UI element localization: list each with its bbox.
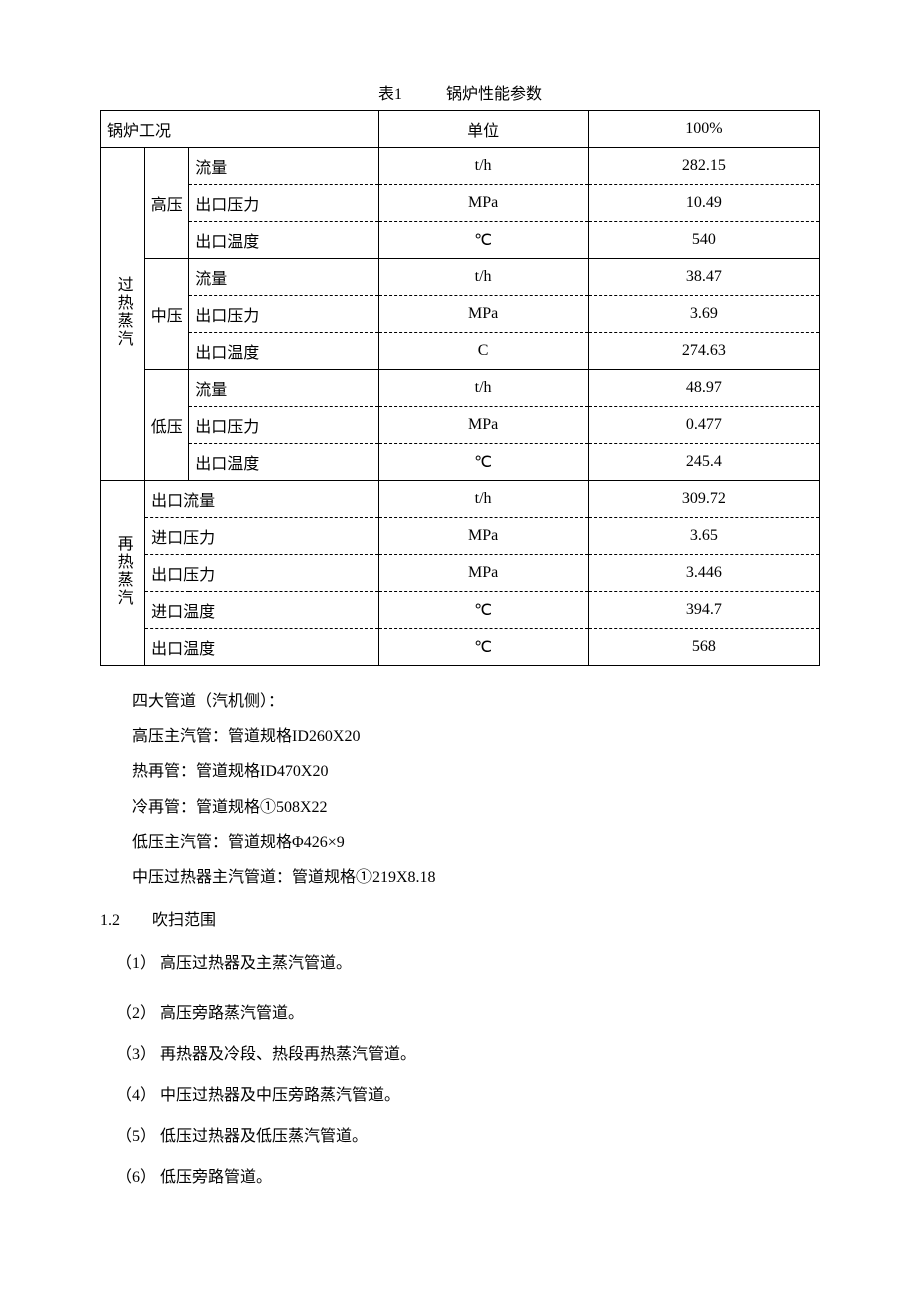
value-cell: 245.4 [588, 444, 819, 481]
param-cell: 出口压力 [189, 296, 378, 333]
param-cell: 流量 [189, 259, 378, 296]
caption-title: 锅炉性能参数 [446, 80, 542, 104]
table-row: 出口温度 ℃ 568 [101, 629, 820, 666]
table-row: 出口温度 ℃ 540 [101, 222, 820, 259]
group-label: 过热蒸汽 [111, 276, 135, 348]
subgroup-label: 中压 [151, 308, 183, 325]
value-cell: 309.72 [588, 481, 819, 518]
table-row: 过热蒸汽 高压 流量 t/h 282.15 [101, 148, 820, 185]
param-cell: 出口压力 [189, 407, 378, 444]
value-cell: 3.69 [588, 296, 819, 333]
list-item: （5） 低压过热器及低压蒸汽管道。 [100, 1119, 820, 1154]
group-label: 再热蒸汽 [111, 535, 135, 607]
table-row: 进口温度 ℃ 394.7 [101, 592, 820, 629]
unit-cell: ℃ [378, 592, 588, 629]
pipe-line: 低压主汽管：管道规格Φ426×9 [100, 825, 820, 860]
unit-cell: t/h [378, 481, 588, 518]
value-cell: 10.49 [588, 185, 819, 222]
unit-cell: MPa [378, 518, 588, 555]
unit-cell: t/h [378, 370, 588, 407]
list-item: （4） 中压过热器及中压旁路蒸汽管道。 [100, 1078, 820, 1113]
table-row: 出口压力 MPa 3.69 [101, 296, 820, 333]
value-cell: 540 [588, 222, 819, 259]
unit-cell: ℃ [378, 444, 588, 481]
subgroup-cell: 低压 [145, 370, 189, 481]
param-cell: 流量 [189, 148, 378, 185]
unit-cell: MPa [378, 555, 588, 592]
table-row: 进口压力 MPa 3.65 [101, 518, 820, 555]
group-cell: 再热蒸汽 [101, 481, 145, 666]
value-cell: 0.477 [588, 407, 819, 444]
value-cell: 568 [588, 629, 819, 666]
caption-label: 表1 [378, 80, 402, 104]
value-cell: 3.446 [588, 555, 819, 592]
table-row: 出口温度 ℃ 245.4 [101, 444, 820, 481]
unit-cell: MPa [378, 296, 588, 333]
pipe-line: 高压主汽管：管道规格ID260X20 [100, 719, 820, 754]
value-cell: 48.97 [588, 370, 819, 407]
list-item: （2） 高压旁路蒸汽管道。 [100, 996, 820, 1031]
param-cell: 出口温度 [189, 444, 378, 481]
unit-cell: MPa [378, 185, 588, 222]
section-title: 吹扫范围 [152, 912, 216, 929]
subgroup-label: 低压 [151, 419, 183, 436]
param-cell: 出口压力 [145, 555, 378, 592]
value-cell: 274.63 [588, 333, 819, 370]
value-cell: 394.7 [588, 592, 819, 629]
table-caption: 表1 锅炉性能参数 [100, 80, 820, 104]
subgroup-label: 高压 [151, 197, 183, 214]
param-cell: 出口流量 [145, 481, 378, 518]
table-row: 再热蒸汽 出口流量 t/h 309.72 [101, 481, 820, 518]
param-cell: 出口压力 [189, 185, 378, 222]
unit-cell: ℃ [378, 222, 588, 259]
header-condition: 锅炉工况 [101, 111, 379, 148]
table-row: 低压 流量 t/h 48.97 [101, 370, 820, 407]
pipe-line: 热再管：管道规格ID470X20 [100, 754, 820, 789]
boiler-params-table: 锅炉工况 单位 100% 过热蒸汽 高压 流量 t/h 282.15 出口压力 … [100, 110, 820, 666]
section-heading: 1.2 吹扫范围 [100, 903, 820, 938]
unit-cell: MPa [378, 407, 588, 444]
table-row: 出口压力 MPa 0.477 [101, 407, 820, 444]
param-cell: 进口压力 [145, 518, 378, 555]
subgroup-cell: 中压 [145, 259, 189, 370]
unit-cell: t/h [378, 148, 588, 185]
section-number: 1.2 [100, 903, 148, 938]
subgroup-cell: 高压 [145, 148, 189, 259]
param-cell: 进口温度 [145, 592, 378, 629]
param-cell: 出口温度 [189, 222, 378, 259]
pipe-line: 中压过热器主汽管道：管道规格①219X8.18 [100, 860, 820, 895]
pipes-intro: 四大管道（汽机侧）： [100, 684, 820, 719]
value-cell: 38.47 [588, 259, 819, 296]
body-text: 四大管道（汽机侧）： 高压主汽管：管道规格ID260X20 热再管：管道规格ID… [100, 684, 820, 1195]
header-percent: 100% [588, 111, 819, 148]
param-cell: 流量 [189, 370, 378, 407]
table-row: 出口温度 C 274.63 [101, 333, 820, 370]
unit-cell: ℃ [378, 629, 588, 666]
table-row: 中压 流量 t/h 38.47 [101, 259, 820, 296]
table-row: 出口压力 MPa 10.49 [101, 185, 820, 222]
unit-cell: t/h [378, 259, 588, 296]
document-page: 表1 锅炉性能参数 锅炉工况 单位 100% 过热蒸汽 高压 流量 t/h 28… [0, 0, 920, 1301]
table-row: 出口压力 MPa 3.446 [101, 555, 820, 592]
value-cell: 3.65 [588, 518, 819, 555]
list-item: （1） 高压过热器及主蒸汽管道。 [100, 946, 820, 981]
pipe-line: 冷再管：管道规格①508X22 [100, 790, 820, 825]
unit-cell: C [378, 333, 588, 370]
param-cell: 出口温度 [145, 629, 378, 666]
table-header-row: 锅炉工况 单位 100% [101, 111, 820, 148]
list-item: （3） 再热器及冷段、热段再热蒸汽管道。 [100, 1037, 820, 1072]
group-cell: 过热蒸汽 [101, 148, 145, 481]
value-cell: 282.15 [588, 148, 819, 185]
header-unit: 单位 [378, 111, 588, 148]
param-cell: 出口温度 [189, 333, 378, 370]
list-item: （6） 低压旁路管道。 [100, 1160, 820, 1195]
